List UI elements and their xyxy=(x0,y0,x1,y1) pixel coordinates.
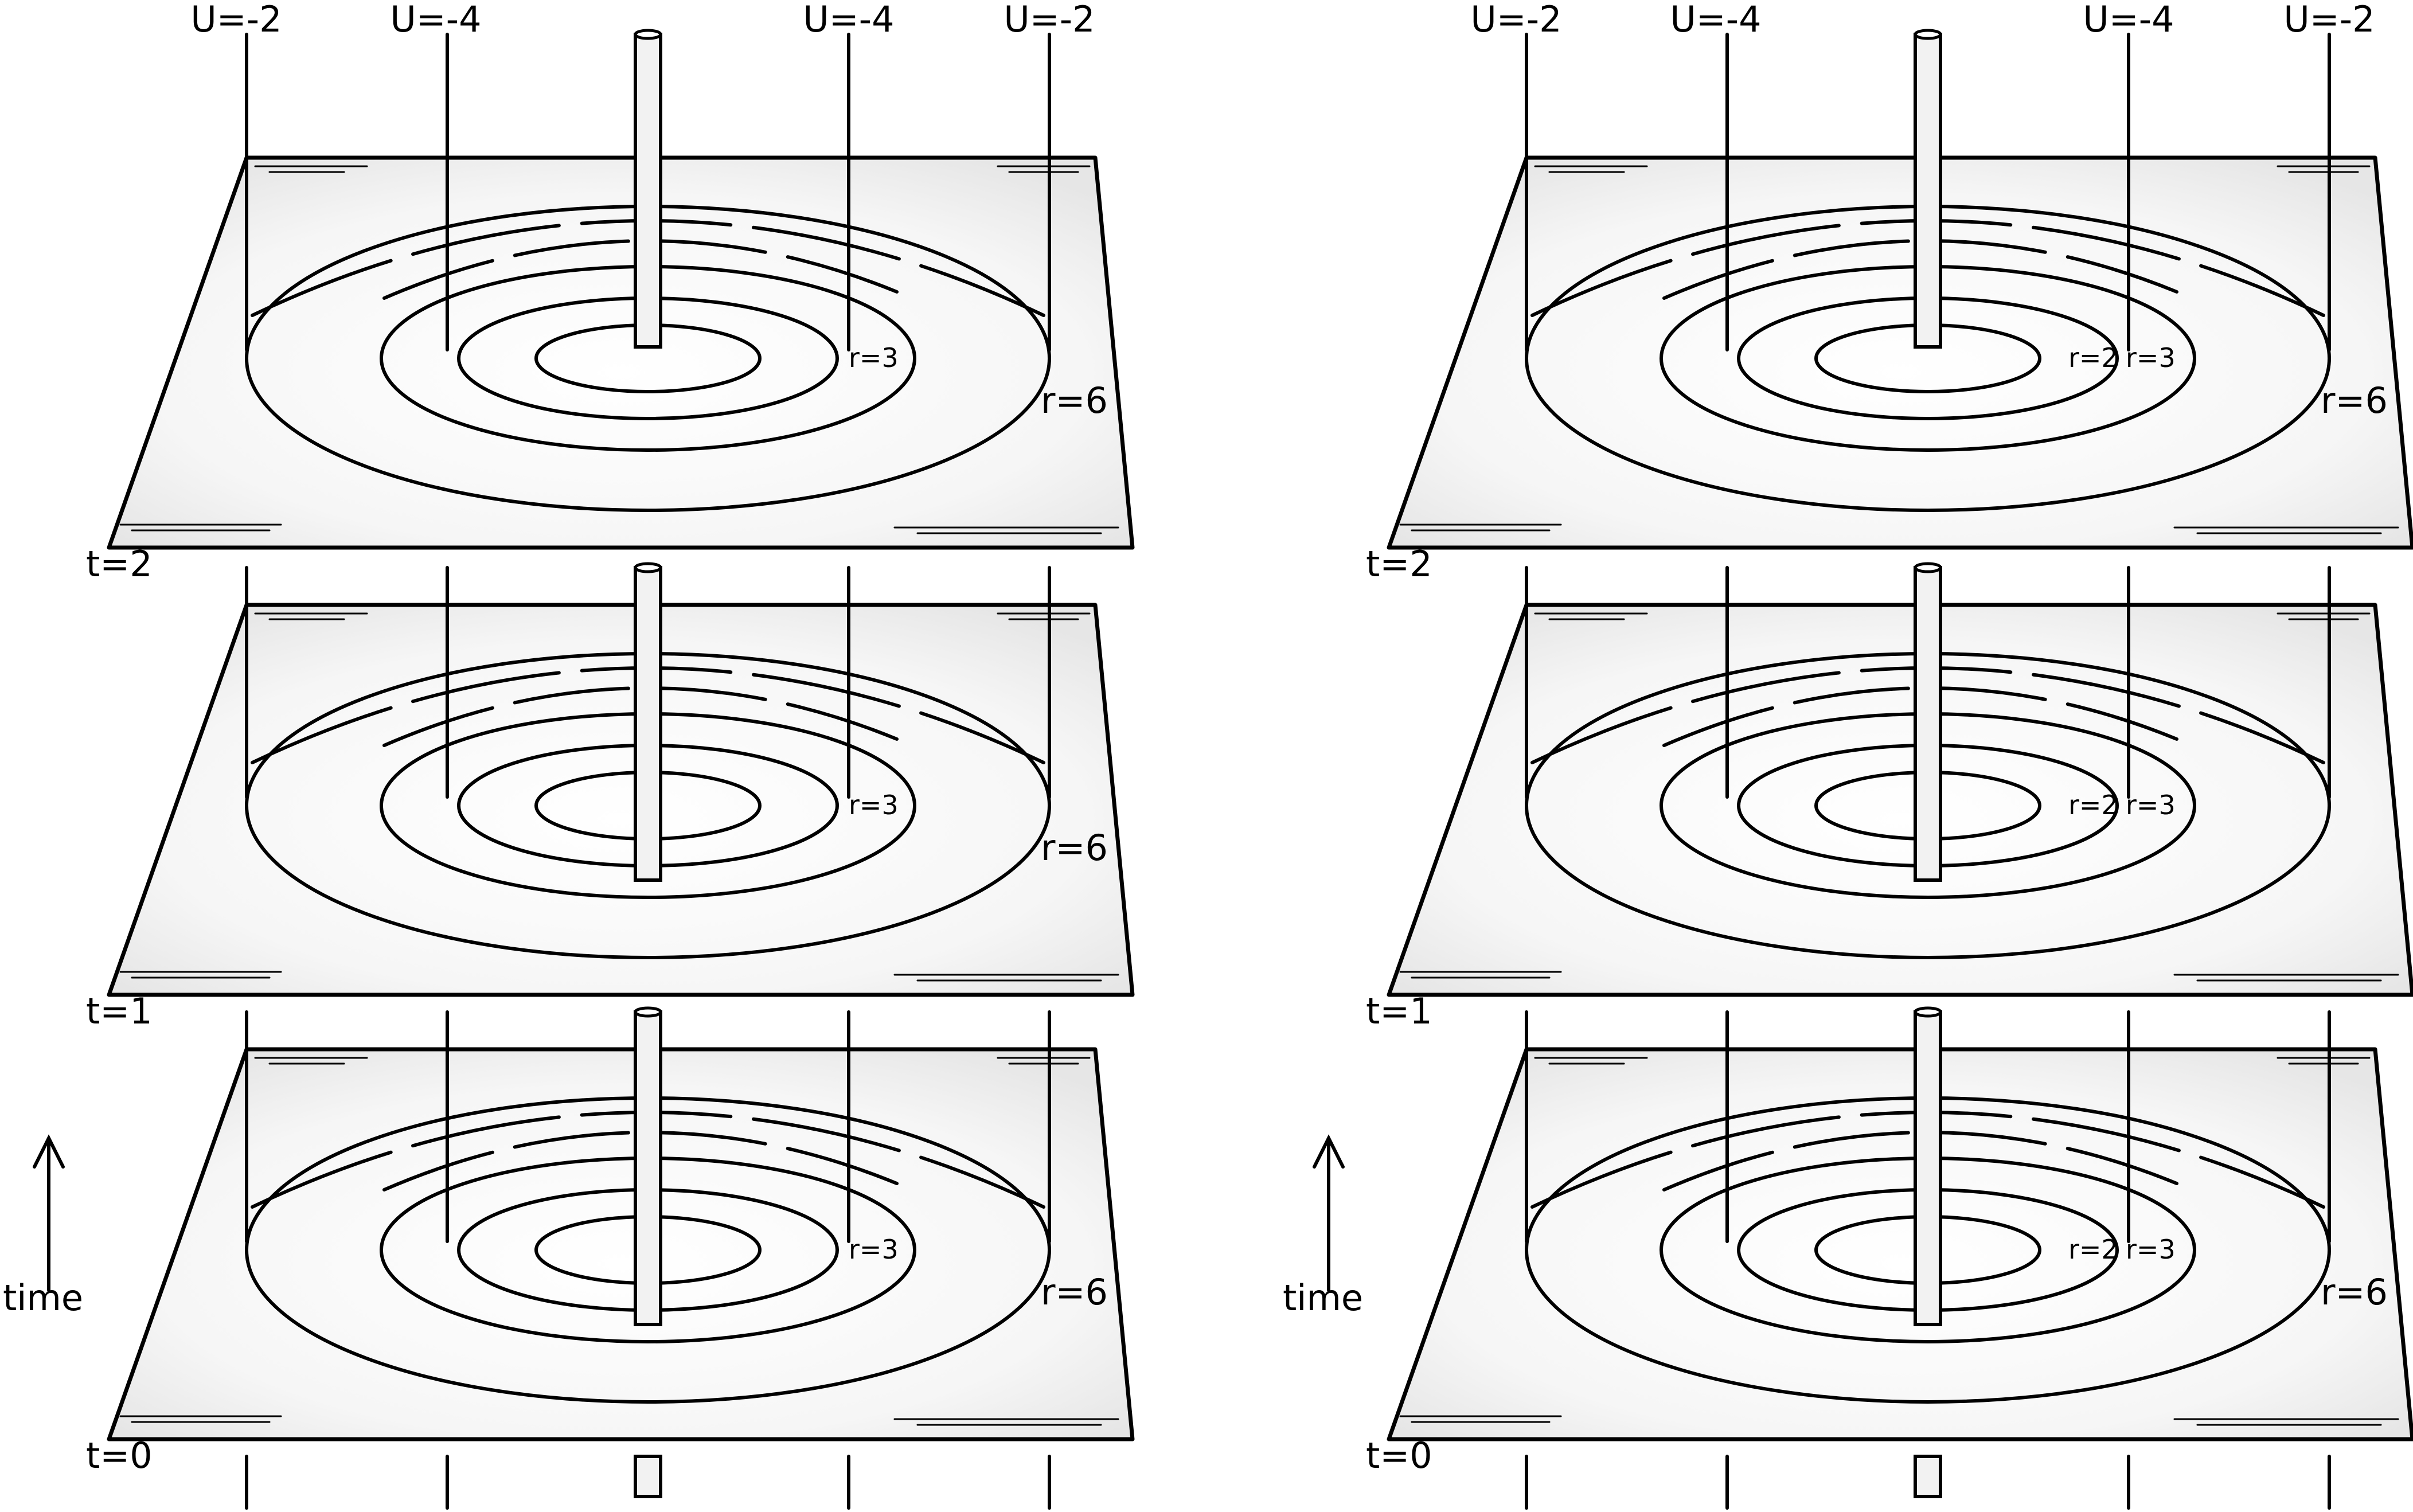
radius-label-inner: r=2 xyxy=(2068,790,2118,821)
time-layer: t=2 r=6 r=3 xyxy=(86,29,1135,585)
time-axis-label: time xyxy=(1283,1277,1363,1319)
panel-left: U=-2 U=-4 U=-4 U=-2t=2r=6r=3t=1r=6r=3t=0r=6… xyxy=(3,0,1135,1510)
central-tube xyxy=(634,1010,662,1326)
contour-back-arc xyxy=(1662,239,2193,300)
time-arrow-head xyxy=(33,1134,65,1169)
radius-label-outer: r=6 xyxy=(1041,1271,1108,1313)
radius-label-outer: r=6 xyxy=(1041,380,1108,421)
time-step-label: t=2 xyxy=(1366,543,1432,585)
radius-label-inner: r=3 xyxy=(2126,790,2176,821)
panels: U=-2 U=-4 U=-4 U=-2 t=2 r=6 r=3 t=1 r=6 r=3 t=0 r=6… xyxy=(3,0,2413,1510)
time-arrow-head xyxy=(1313,1134,1345,1169)
central-tube xyxy=(1914,566,1942,882)
radius-label-outer: r=6 xyxy=(1041,827,1108,869)
plate-surface xyxy=(1387,1047,2413,1441)
contour-back-arc xyxy=(382,686,913,747)
radius-label-inner: r=3 xyxy=(849,790,899,821)
central-tube-stub xyxy=(634,1455,662,1498)
panel-right: U=-2 U=-4 U=-4 U=-2t=2r=6r=2 r=3t=1r=2 r=3t=0… xyxy=(1283,0,2413,1510)
tube-cap xyxy=(634,29,662,40)
tube-cap xyxy=(1914,29,1942,40)
u-label: U=-4 xyxy=(390,0,481,40)
time-layer: t=0 r=6 r=3 xyxy=(86,1006,1135,1476)
central-tube xyxy=(1914,1010,1942,1326)
contour-back-arc xyxy=(382,239,913,300)
radius-label-inner: r=3 xyxy=(2126,342,2176,373)
plate-surface xyxy=(107,603,1135,997)
central-tube xyxy=(634,33,662,349)
time-layer: t=0 r=6 r=2 r=3 xyxy=(1366,1006,2413,1476)
radius-label-outer: r=6 xyxy=(2321,380,2388,421)
radius-label-inner: r=2 xyxy=(2068,1234,2118,1265)
time-layer: t=1 r=6 r=3 xyxy=(86,562,1135,1032)
plate-surface xyxy=(107,155,1135,550)
time-step-label: t=0 xyxy=(1366,1435,1432,1476)
time-layer: t=1 r=2 r=3 xyxy=(1366,562,2413,1032)
u-label: U=-2 xyxy=(1470,0,1561,40)
time-step-label: t=1 xyxy=(1366,990,1432,1032)
contour-back-arc xyxy=(382,1131,913,1191)
tube-cap xyxy=(634,1006,662,1018)
central-tube xyxy=(634,566,662,882)
u-label: U=-4 xyxy=(1670,0,1761,40)
radius-label-inner: r=3 xyxy=(849,1234,899,1265)
radius-label-inner: r=3 xyxy=(849,342,899,373)
u-label: U=-2 xyxy=(190,0,282,40)
plate-surface xyxy=(1387,155,2413,550)
tube-cap xyxy=(1914,562,1942,573)
contour-back-arc xyxy=(1662,686,2193,747)
radius-label-inner: r=3 xyxy=(2126,1234,2176,1265)
plate-surface xyxy=(1387,603,2413,997)
radius-label-outer: r=6 xyxy=(2321,1271,2388,1313)
contour-back-arc xyxy=(1662,1131,2193,1191)
radius-label-inner: r=2 xyxy=(2068,342,2118,373)
tube-cap xyxy=(634,562,662,573)
plate-surface xyxy=(107,1047,1135,1441)
tube-cap xyxy=(1914,1006,1942,1018)
central-tube-stub xyxy=(1914,1455,1942,1498)
time-layer: t=2 r=6 r=2 r=3 xyxy=(1366,29,2413,585)
time-step-label: t=0 xyxy=(86,1435,153,1476)
central-tube xyxy=(1914,33,1942,349)
time-step-label: t=1 xyxy=(86,990,153,1032)
time-step-label: t=2 xyxy=(86,543,153,585)
time-axis-label: time xyxy=(3,1277,83,1319)
